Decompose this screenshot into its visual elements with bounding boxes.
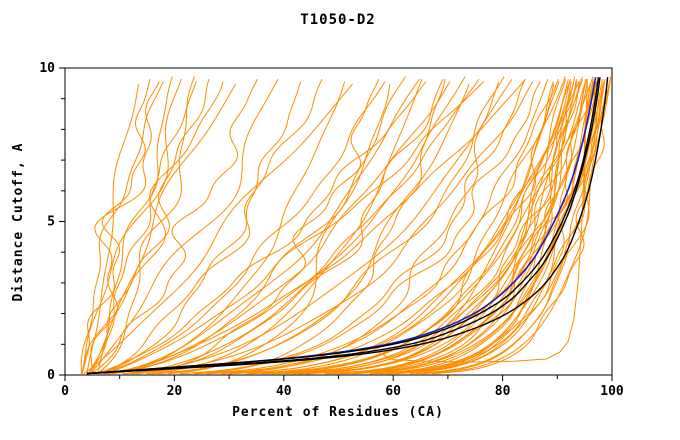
ensemble-curve — [136, 78, 380, 375]
ensemble-curve — [81, 81, 224, 374]
ensemble-curve — [96, 76, 195, 375]
ensemble-curve — [250, 83, 586, 375]
ensemble-curve — [95, 81, 302, 375]
ensemble-curve — [106, 78, 480, 375]
ensemble-curve — [108, 76, 406, 375]
ensemble-curve — [98, 78, 323, 375]
ensemble-curve — [260, 81, 571, 375]
ensemble-curve — [131, 81, 534, 375]
ensemble-curve — [415, 79, 603, 375]
ensemble-curve — [80, 81, 164, 374]
ensemble-curve — [346, 81, 588, 375]
y-tick-label: 5 — [47, 215, 55, 230]
ensemble-curve — [86, 83, 139, 374]
curves-layer — [80, 76, 611, 375]
ensemble-curve — [229, 76, 566, 375]
ensemble-curve — [432, 81, 608, 375]
ensemble-curve — [88, 78, 279, 375]
y-axis-label: Distance Cutoff, A — [11, 143, 26, 302]
reference-curve — [86, 77, 601, 375]
ensemble-curve — [193, 78, 446, 375]
axes-layer: 0 20 40 60 80 100 0 5 10 — [39, 61, 624, 399]
ensemble-curve — [220, 81, 500, 375]
ensemble-curve — [352, 81, 578, 375]
ensemble-curve — [146, 78, 423, 375]
ensemble-curve — [105, 78, 420, 375]
x-axis-label: Percent of Residues (CA) — [232, 405, 444, 420]
ensemble-curve — [207, 81, 580, 375]
reference-curve — [86, 77, 609, 375]
ensemble-curve — [87, 78, 210, 375]
ensemble-curve — [324, 78, 594, 375]
ensemble-curve — [83, 83, 353, 375]
ensemble-curve — [81, 78, 151, 374]
ensemble-curve — [97, 81, 386, 375]
x-tick-label: 20 — [167, 384, 183, 399]
ensemble-curve — [87, 76, 173, 375]
ensemble-curve — [123, 76, 466, 375]
ensemble-curve — [299, 81, 598, 375]
ensemble-curve — [369, 79, 586, 375]
ensemble-curve — [92, 83, 237, 374]
ensemble-curve — [151, 76, 505, 375]
ensemble-curve — [122, 78, 513, 375]
ensemble-curve — [195, 78, 559, 375]
chart-title: T1050-D2 — [300, 12, 375, 28]
y-tick-label: 0 — [47, 368, 55, 383]
ensemble-curve — [325, 76, 576, 375]
ensemble-curve — [229, 83, 574, 375]
ensemble-curve — [271, 76, 594, 375]
ensemble-curve — [81, 78, 183, 374]
ensemble-curve — [375, 81, 610, 375]
x-tick-label: 80 — [495, 384, 511, 399]
ensemble-curve — [109, 81, 451, 375]
x-tick-label: 0 — [61, 384, 69, 399]
ensemble-curve — [343, 81, 604, 375]
ensemble-curve — [307, 78, 569, 375]
outlier-curve — [379, 78, 588, 363]
ensemble-curve — [103, 78, 527, 375]
ensemble-curve — [157, 83, 470, 375]
x-tick-label: 100 — [600, 384, 624, 399]
ensemble-curve — [90, 78, 258, 375]
ensemble-curve — [97, 81, 197, 374]
reference-curve — [86, 77, 599, 375]
ensemble-curve — [112, 81, 346, 375]
x-tick-label: 40 — [276, 384, 292, 399]
x-tick-label: 60 — [385, 384, 401, 399]
ensemble-curve — [168, 83, 391, 375]
y-tick-label: 10 — [39, 61, 55, 76]
ensemble-curve — [179, 81, 541, 375]
